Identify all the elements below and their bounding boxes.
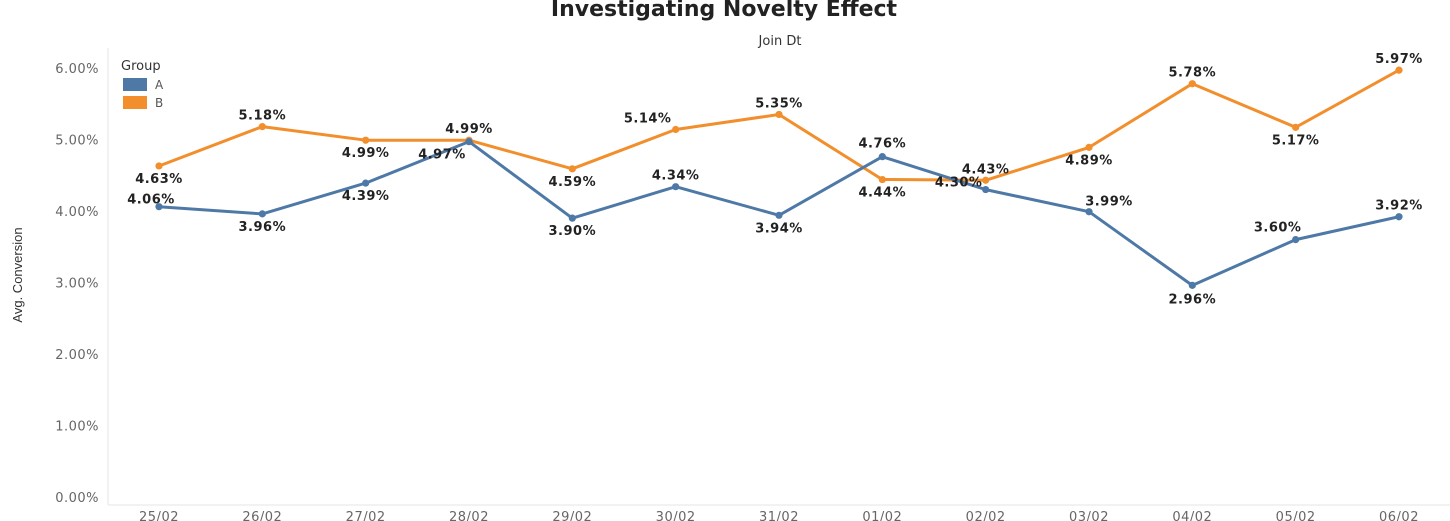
data-point-a: [1085, 208, 1093, 216]
data-label-b: 4.44%: [859, 186, 907, 201]
data-label-b: 4.99%: [445, 122, 493, 137]
data-label-a: 4.06%: [127, 193, 175, 208]
y-tick-label: 0.00%: [55, 491, 99, 506]
data-point-b: [1292, 123, 1300, 131]
data-label-a: 4.76%: [859, 137, 907, 152]
x-tick-label: 25/02: [139, 510, 179, 521]
y-tick-label: 5.00%: [55, 134, 99, 149]
data-label-b: 4.99%: [342, 146, 390, 161]
legend-swatch-a: [123, 78, 147, 91]
x-axis-ticks: 25/02 26/02 27/02 28/02 29/02 30/02 31/02 01/02…: [139, 510, 1419, 521]
data-label-b: 4.63%: [135, 172, 183, 187]
data-label-a: 3.99%: [1085, 195, 1133, 210]
y-axis-ticks: 0.00% 1.00% 2.00% 3.00% 4.00% 5.00% 6.00%: [55, 62, 99, 506]
data-point-a: [155, 203, 163, 211]
x-tick-label: 26/02: [242, 510, 282, 521]
data-point-b: [258, 123, 266, 131]
legend-title: Group: [121, 59, 161, 74]
data-label-a: 4.39%: [342, 189, 390, 204]
data-point-a: [258, 210, 266, 218]
y-tick-label: 6.00%: [55, 62, 99, 77]
data-label-a: 4.34%: [652, 169, 700, 184]
x-tick-label: 01/02: [862, 510, 902, 521]
data-point-a: [1395, 213, 1403, 221]
data-label-b: 4.59%: [549, 175, 597, 190]
legend-label-a: A: [155, 78, 164, 92]
data-point-b: [775, 110, 783, 119]
data-label-a: 3.96%: [239, 220, 287, 235]
data-point-a: [465, 138, 473, 146]
x-tick-label: 30/02: [656, 510, 696, 521]
y-tick-label: 4.00%: [55, 205, 99, 220]
data-label-a: 3.60%: [1254, 221, 1302, 236]
data-labels: 4.06% 3.96% 4.39% 4.97% 3.90% 4.34% 3.94% 4.76%…: [127, 52, 1423, 307]
x-tick-label: 03/02: [1069, 510, 1109, 521]
data-point-b: [1188, 80, 1196, 88]
legend-swatch-b: [123, 96, 147, 109]
data-label-b: 5.78%: [1169, 66, 1217, 81]
data-point-b: [982, 176, 990, 184]
x-tick-label: 04/02: [1172, 510, 1212, 521]
data-point-b: [155, 162, 163, 170]
x-tick-label: 05/02: [1276, 510, 1316, 521]
chart-title: Investigating Novelty Effect: [551, 0, 898, 22]
data-label-a: 3.94%: [755, 221, 803, 236]
y-tick-label: 2.00%: [55, 348, 99, 363]
data-label-b: 5.17%: [1272, 133, 1320, 148]
chart-subtitle: Join Dt: [758, 34, 802, 49]
x-tick-label: 28/02: [449, 510, 489, 521]
data-point-a: [672, 183, 680, 191]
data-label-a: 4.97%: [418, 148, 466, 163]
x-tick-label: 29/02: [552, 510, 592, 521]
data-point-b: [672, 125, 680, 134]
data-point-a: [982, 185, 990, 194]
x-tick-label: 27/02: [346, 510, 386, 521]
data-label-b: 5.97%: [1375, 52, 1423, 67]
data-point-b: [1085, 143, 1093, 151]
data-label-a: 3.92%: [1375, 199, 1423, 214]
data-label-b: 5.14%: [624, 111, 672, 126]
x-tick-label: 06/02: [1379, 510, 1419, 521]
data-label-a: 3.90%: [549, 224, 597, 239]
data-label-b: 4.89%: [1065, 153, 1113, 168]
data-label-a: 4.30%: [935, 176, 983, 191]
y-tick-label: 1.00%: [55, 420, 99, 435]
data-point-a: [362, 179, 370, 187]
x-tick-label: 02/02: [966, 510, 1006, 521]
data-point-a: [878, 153, 886, 161]
data-point-b: [568, 165, 576, 173]
data-point-a: [775, 211, 783, 219]
y-tick-label: 3.00%: [55, 277, 99, 292]
data-point-b: [1395, 66, 1403, 74]
legend: Group A B: [121, 59, 164, 110]
data-label-a: 2.96%: [1169, 292, 1217, 307]
y-axis-label: Avg. Conversion: [10, 227, 25, 322]
x-tick-label: 31/02: [759, 510, 799, 521]
data-point-a: [568, 214, 576, 222]
data-point-b: [878, 175, 886, 184]
series-points: [155, 66, 1403, 289]
data-point-a: [1188, 281, 1196, 289]
series-line-b: [157, 68, 1401, 182]
data-point-b: [362, 136, 370, 144]
data-label-b: 5.35%: [755, 96, 803, 111]
data-label-b: 4.43%: [962, 162, 1010, 177]
data-label-b: 5.18%: [239, 109, 287, 124]
legend-label-b: B: [155, 96, 163, 110]
data-point-a: [1292, 236, 1300, 244]
